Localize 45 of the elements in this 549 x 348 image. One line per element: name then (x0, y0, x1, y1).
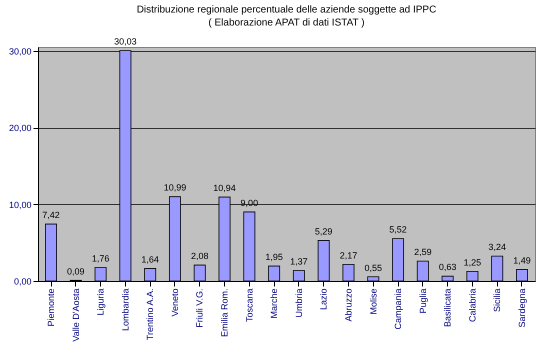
x-tick-label: Calabria (467, 288, 478, 322)
data-label: 1,64 (141, 254, 159, 264)
data-label: 2,59 (414, 247, 432, 258)
x-tick-label: Molise (368, 288, 378, 315)
x-tick-label: Friuli V.G. (194, 288, 205, 328)
x-tick-label: Umbria (294, 288, 304, 318)
x-tick-label: Valle D'Aosta (70, 288, 81, 342)
x-tick-label: Toscana (244, 288, 254, 322)
data-label: 1,95 (265, 252, 283, 262)
data-label: 1,37 (290, 256, 308, 266)
data-label: 30,03 (114, 36, 137, 47)
x-tick-label: Abruzzo (343, 288, 354, 322)
y-tick-label: 20,00 (8, 123, 32, 134)
x-tick-label: Lazio (318, 288, 329, 310)
data-label: 2,17 (340, 250, 358, 260)
y-tick-label: 10,00 (8, 200, 32, 210)
y-tick-label: 0,00 (14, 276, 32, 286)
x-tick-label: Trentino A.A. (145, 288, 156, 340)
data-label: 0,09 (67, 266, 85, 276)
x-tick-label: Emilia Rom. (220, 288, 230, 338)
x-tick-label: Veneto (170, 288, 180, 317)
data-label: 0,55 (364, 262, 382, 273)
data-label: 10,99 (164, 182, 186, 193)
x-tick-label: Campania (393, 288, 404, 330)
x-tick-label: Puglia (418, 288, 428, 314)
chart-subtitle: ( Elaborazione APAT di dati ISTAT ) (208, 18, 365, 29)
x-tick-label: Liguria (96, 288, 106, 316)
data-label: 5,52 (389, 224, 407, 235)
chart-title: Distribuzione regionale percentuale delle aziende soggette ad IPPC (136, 4, 436, 16)
data-label: 1,49 (513, 256, 531, 266)
data-label: 7,42 (42, 210, 60, 220)
data-label: 1,25 (464, 257, 482, 268)
y-tick-label: 30,00 (8, 46, 32, 56)
data-label: 2,08 (190, 251, 209, 262)
x-tick-label: Marche (269, 288, 280, 319)
x-tick-label: Lombardia (120, 288, 130, 332)
x-tick-label: Sardegna (516, 288, 527, 328)
x-tick-label: Sicilia (492, 288, 502, 312)
data-label: 0,63 (438, 262, 456, 272)
data-label: 10,94 (213, 183, 236, 194)
x-tick-label: Piemonte (46, 288, 56, 327)
data-label: 3,24 (488, 242, 506, 252)
x-tick-label: Basilicata (442, 288, 453, 328)
data-label: 5,29 (314, 226, 332, 236)
data-label: 1,76 (92, 253, 110, 264)
